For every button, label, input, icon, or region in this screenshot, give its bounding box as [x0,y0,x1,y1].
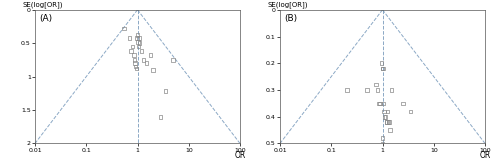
Point [378,137,386,139]
Point [380,110,388,113]
Point [136,42,143,44]
Point [134,34,141,37]
Point [374,89,382,91]
Point [162,90,170,93]
Point [380,115,388,118]
Text: SE(log[OR]): SE(log[OR]) [22,2,63,8]
Point [128,45,136,48]
Point [386,129,394,131]
Point [132,67,140,70]
Point [384,110,392,113]
Point [382,115,390,118]
Point [132,65,140,68]
Point [383,121,391,123]
Point [120,27,128,30]
Point [126,37,134,39]
Point [384,121,392,123]
Point [130,59,138,61]
X-axis label: OR: OR [234,151,246,160]
Point [133,37,141,39]
Point [134,45,142,48]
Text: (B): (B) [284,14,297,23]
Point [140,59,147,61]
Point [406,110,414,113]
Point [127,50,135,52]
Point [363,89,371,91]
Point [378,142,386,145]
Point [135,37,143,39]
Point [156,115,164,118]
Point [134,41,142,43]
Point [146,54,154,57]
Point [131,62,139,65]
Point [379,67,387,70]
Point [142,62,150,65]
Point [376,102,384,105]
Text: (A): (A) [39,14,52,23]
Point [378,67,386,70]
Point [130,54,138,57]
Point [382,121,390,123]
Point [149,69,157,71]
Point [378,62,386,65]
Point [385,121,393,123]
Point [380,102,388,105]
Point [342,89,350,91]
Point [399,102,407,105]
Point [372,83,380,86]
Point [170,59,177,61]
Text: SE(log[OR]): SE(log[OR]) [268,2,308,8]
Point [138,50,145,52]
Point [375,102,383,105]
Point [388,89,396,91]
X-axis label: OR: OR [480,151,490,160]
